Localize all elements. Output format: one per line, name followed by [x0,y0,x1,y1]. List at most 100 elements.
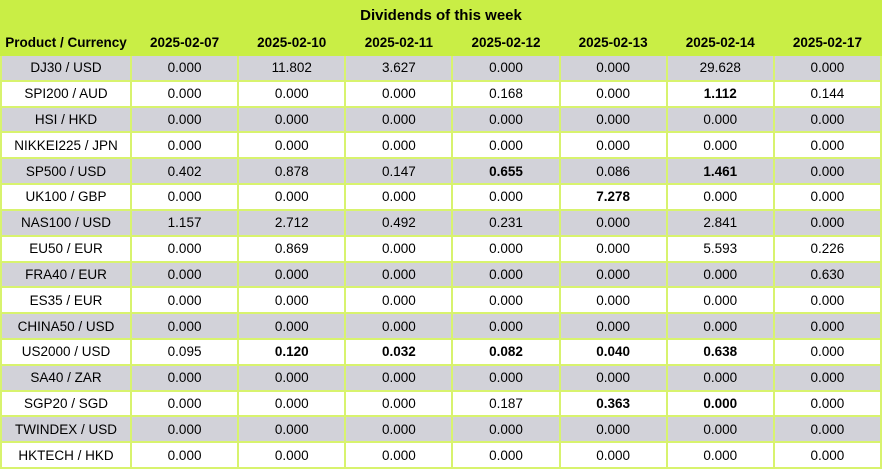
value-cell: 0.000 [344,234,454,263]
value-cell: 0.000 [558,415,668,444]
value-cell: 2.841 [665,208,775,237]
value-cell: 1.461 [665,157,775,186]
value-cell: 0.000 [558,286,668,315]
value-cell: 0.655 [451,157,561,186]
value-cell: 0.363 [558,389,668,418]
date-column-header: 2025-02-10 [237,28,347,56]
table-row: DJ30 / USD 0.000 11.802 3.627 0.000 0.000 29.6… [0,54,882,82]
product-cell: DJ30 / USD [0,54,132,82]
value-cell: 0.082 [451,337,561,366]
value-cell: 0.000 [129,312,240,340]
title-row: Dividends of this week [0,0,882,30]
value-cell: 0.000 [772,105,882,134]
value-cell: 0.000 [772,337,882,366]
value-cell: 0.000 [237,389,347,418]
value-cell: 0.000 [129,131,240,160]
value-cell: 0.000 [772,131,882,160]
value-cell: 1.112 [665,79,775,108]
value-cell: 0.000 [344,183,454,211]
date-column-header: 2025-02-17 [772,28,882,56]
value-cell: 0.000 [772,415,882,444]
value-cell: 0.187 [451,389,561,418]
value-cell: 0.144 [772,79,882,108]
value-cell: 5.593 [665,234,775,263]
value-cell: 0.000 [451,312,561,340]
value-cell: 0.000 [129,54,240,82]
value-cell: 0.000 [451,105,561,134]
value-cell: 0.000 [558,208,668,237]
value-cell: 0.000 [344,415,454,444]
value-cell: 0.032 [344,337,454,366]
value-cell: 0.000 [451,234,561,263]
value-cell: 0.000 [344,260,454,289]
table-row: UK100 / GBP 0.000 0.000 0.000 0.000 7.278 0.00… [0,183,882,211]
value-cell: 0.000 [558,79,668,108]
table-row: HKTECH / HKD 0.000 0.000 0.000 0.000 0.000 0.0… [0,441,882,469]
table-header: Dividends of this week Product / Currenc… [0,0,882,56]
table-row: US2000 / USD 0.095 0.120 0.032 0.082 0.040 0.6… [0,337,882,366]
value-cell: 0.000 [665,286,775,315]
value-cell: 0.000 [237,415,347,444]
value-cell: 0.000 [772,183,882,211]
value-cell: 0.000 [558,441,668,469]
value-cell: 0.000 [772,286,882,315]
product-cell: CHINA50 / USD [0,312,132,340]
table-row: SGP20 / SGD 0.000 0.000 0.000 0.187 0.363 0.00… [0,389,882,418]
value-cell: 0.000 [665,131,775,160]
table-body: DJ30 / USD 0.000 11.802 3.627 0.000 0.000 29.6… [0,54,882,469]
value-cell: 0.000 [344,131,454,160]
value-cell: 0.040 [558,337,668,366]
value-cell: 0.000 [772,363,882,392]
value-cell: 0.000 [772,208,882,237]
value-cell: 0.000 [344,389,454,418]
value-cell: 0.000 [558,363,668,392]
value-cell: 0.492 [344,208,454,237]
value-cell: 0.000 [558,260,668,289]
value-cell: 0.000 [237,260,347,289]
value-cell: 0.000 [129,183,240,211]
value-cell: 0.869 [237,234,347,263]
table-row: ES35 / EUR 0.000 0.000 0.000 0.000 0.000 0.000… [0,286,882,315]
value-cell: 0.000 [344,286,454,315]
date-column-header: 2025-02-12 [451,28,561,56]
value-cell: 0.086 [558,157,668,186]
value-cell: 0.000 [558,54,668,82]
product-column-header: Product / Currency [0,28,132,56]
value-cell: 0.168 [451,79,561,108]
table-row: SA40 / ZAR 0.000 0.000 0.000 0.000 0.000 0.000… [0,363,882,392]
value-cell: 0.000 [129,286,240,315]
product-cell: NAS100 / USD [0,208,132,237]
value-cell: 2.712 [237,208,347,237]
date-column-header: 2025-02-14 [665,28,775,56]
value-cell: 0.000 [129,441,240,469]
table-row: SPI200 / AUD 0.000 0.000 0.000 0.168 0.000 1.1… [0,79,882,108]
value-cell: 0.226 [772,234,882,263]
value-cell: 0.147 [344,157,454,186]
product-cell: SGP20 / SGD [0,389,132,418]
value-cell: 0.638 [665,337,775,366]
value-cell: 0.000 [344,363,454,392]
value-cell: 0.000 [451,415,561,444]
value-cell: 0.000 [772,54,882,82]
value-cell: 0.000 [129,415,240,444]
table-row: NIKKEI225 / JPN 0.000 0.000 0.000 0.000 0.000… [0,131,882,160]
value-cell: 0.000 [344,312,454,340]
table-row: SP500 / USD 0.402 0.878 0.147 0.655 0.086 1.46… [0,157,882,186]
value-cell: 0.000 [237,363,347,392]
value-cell: 0.000 [129,105,240,134]
value-cell: 0.000 [344,79,454,108]
value-cell: 0.000 [665,312,775,340]
value-cell: 0.000 [237,105,347,134]
product-cell: HSI / HKD [0,105,132,134]
value-cell: 0.000 [344,441,454,469]
value-cell: 0.878 [237,157,347,186]
value-cell: 0.000 [451,363,561,392]
value-cell: 0.000 [451,54,561,82]
product-cell: EU50 / EUR [0,234,132,263]
product-cell: FRA40 / EUR [0,260,132,289]
table-row: CHINA50 / USD 0.000 0.000 0.000 0.000 0.000 0.… [0,312,882,340]
value-cell: 0.000 [558,234,668,263]
value-cell: 0.000 [665,389,775,418]
product-cell: ES35 / EUR [0,286,132,315]
